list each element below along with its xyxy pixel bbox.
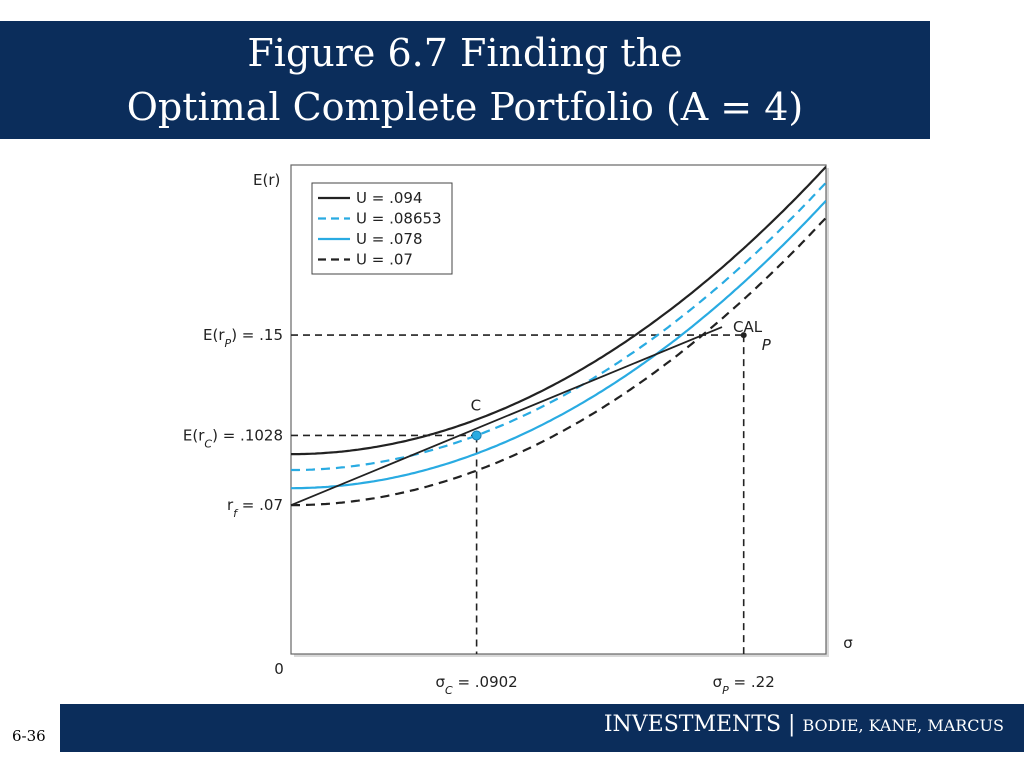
cal-label: CAL — [733, 318, 763, 336]
footer-separator: | — [781, 712, 803, 737]
point-p-marker — [740, 332, 747, 339]
slide-title-line-1: Figure 6.7 Finding the — [247, 31, 683, 75]
legend-label-1: U = .094 — [356, 189, 422, 207]
curve-2 — [291, 181, 826, 472]
footer-bar: INVESTMENTS | BODIE, KANE, MARCUS — [60, 704, 1024, 752]
y-tick-label-1: E(rP) = .15 — [203, 326, 283, 350]
footer-text: INVESTMENTS | BODIE, KANE, MARCUS — [604, 712, 1004, 737]
y-tick-label-3: rf = .07 — [227, 496, 283, 520]
curve-3 — [291, 199, 826, 490]
x-tick-label-1: σC = .0902 — [435, 673, 517, 697]
point-c-label: C — [471, 396, 481, 414]
footer-authors: BODIE, KANE, MARCUS — [802, 716, 1004, 735]
y-tick-label-2: E(rC) = .1028 — [183, 426, 283, 450]
y-axis-label: E(r) — [253, 171, 280, 189]
indifference-curves — [291, 165, 826, 507]
slide-title-line-2: Optimal Complete Portfolio (A = 4) — [126, 85, 804, 129]
legend-label-2: U = .08653 — [356, 210, 442, 228]
x-axis-label: σ — [843, 634, 853, 652]
legend-label-4: U = .07 — [356, 251, 413, 269]
footer-book-title: INVESTMENTS — [603, 712, 782, 737]
point-p-label: P — [762, 336, 772, 354]
curve-1 — [291, 165, 826, 456]
slide-number: 6-36 — [12, 727, 46, 745]
cal-line — [290, 326, 723, 507]
curve-4 — [291, 216, 826, 507]
legend-label-3: U = .078 — [356, 230, 422, 248]
slide-title-bar: Figure 6.7 Finding the Optimal Complete … — [0, 21, 930, 139]
point-c-marker — [471, 430, 482, 441]
origin-label: 0 — [274, 660, 284, 678]
x-tick-label-2: σP = .22 — [713, 673, 775, 697]
